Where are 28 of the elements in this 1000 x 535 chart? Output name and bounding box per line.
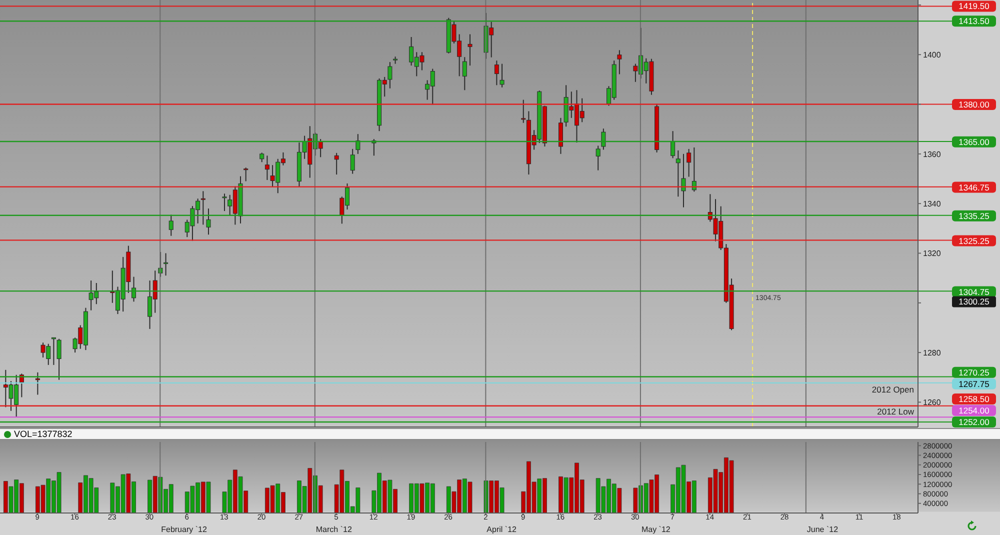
ref-line-label: 1304.75 xyxy=(958,286,990,297)
ref-line-label: 1413.50 xyxy=(958,16,990,26)
ref-line-label: 1267.75 xyxy=(958,378,990,389)
y-tick-label: 1320 xyxy=(923,249,942,258)
y-tick-label: 1260 xyxy=(923,398,942,408)
ref-line-label: February `12 xyxy=(161,525,208,534)
ref-line-label: May `12 xyxy=(641,525,671,534)
y-tick-label: 1400 xyxy=(923,50,942,60)
ref-line-label: 1380.00 xyxy=(958,100,990,110)
ref-line-label: 1419.50 xyxy=(958,1,990,12)
ref-line-label: April `12 xyxy=(486,525,518,534)
ref-line-label: 1252.00 xyxy=(958,417,990,427)
y-tick-label: 1280 xyxy=(923,348,942,358)
ref-line-label: 1270.25 xyxy=(958,367,990,378)
chart-title: VOL=1377832 xyxy=(0,428,1000,440)
ref-line-label: 1346.75 xyxy=(958,182,990,192)
ref-line-label: 1254.00 xyxy=(958,406,990,416)
annotation: 2012 Open xyxy=(872,384,914,394)
ref-line-label: 1335.25 xyxy=(958,210,990,221)
y-tick-label: 1340 xyxy=(923,199,942,208)
ref-line-label: June `12 xyxy=(806,525,839,534)
ref-line-label: 1325.25 xyxy=(958,236,990,246)
y-tick-label: 1360 xyxy=(923,150,942,159)
annotation: 2012 Low xyxy=(877,406,915,417)
ref-line-label: 1365.00 xyxy=(958,136,990,147)
ref-line-label: March `12 xyxy=(316,525,352,534)
text: 1300.25 xyxy=(958,296,990,307)
ref-line-label: 1258.50 xyxy=(958,394,990,404)
